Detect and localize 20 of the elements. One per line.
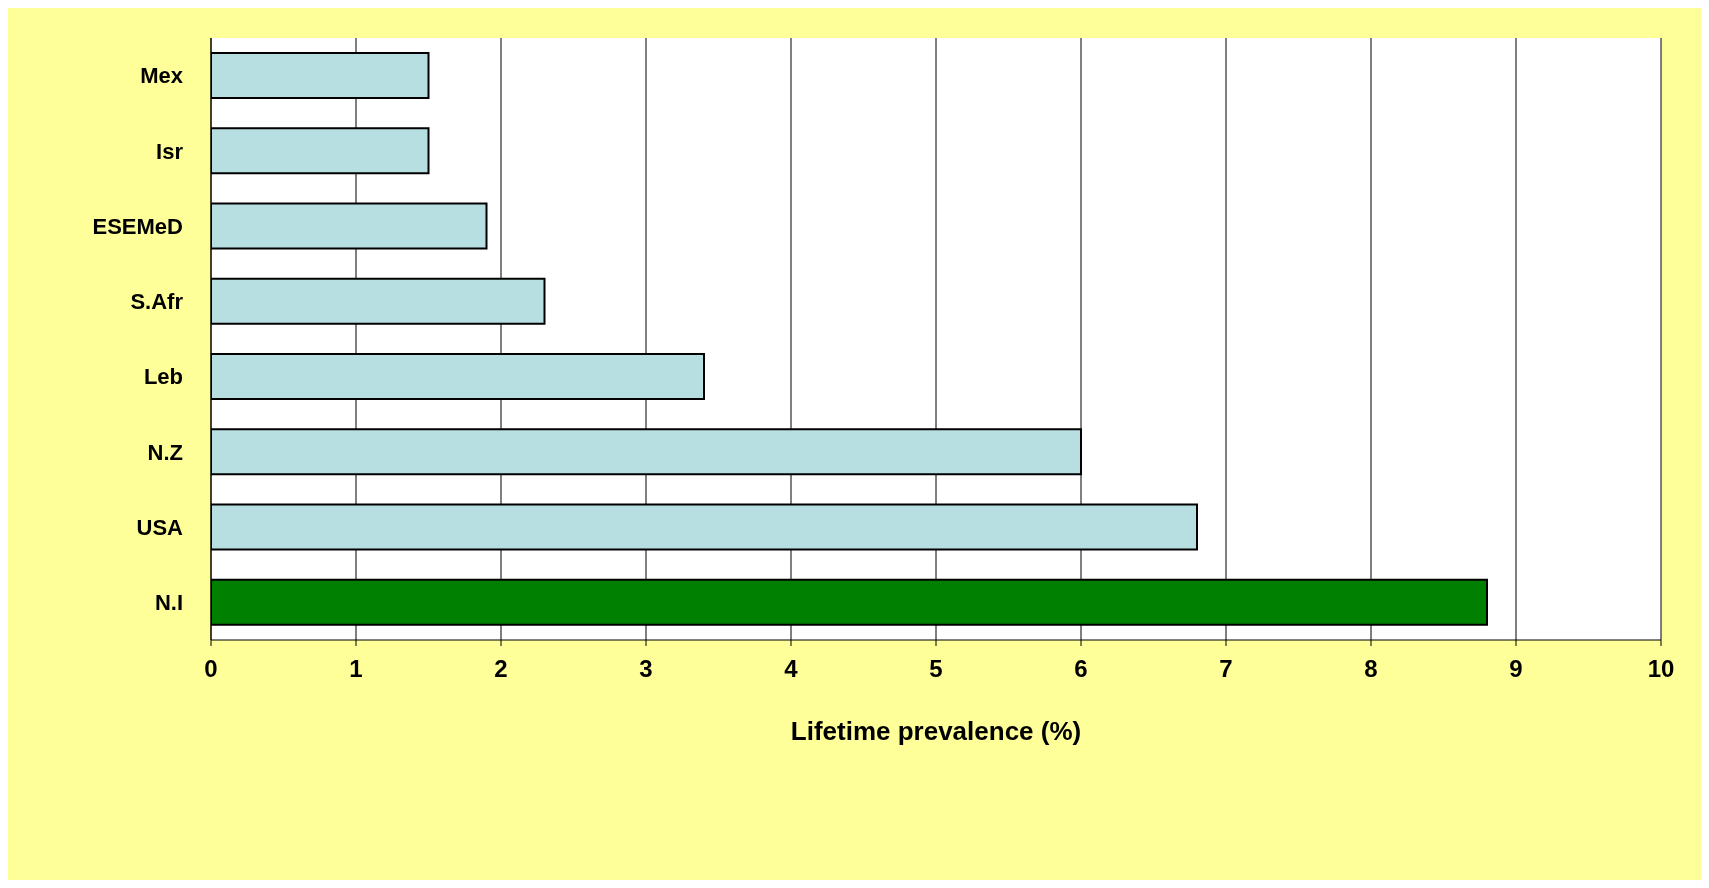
x-tick-label: 9	[1509, 655, 1523, 683]
y-tick-label: Isr	[156, 138, 184, 164]
x-tick-label: 7	[1219, 655, 1233, 683]
x-tick-label: 10	[1647, 655, 1675, 683]
x-tick-label: 0	[204, 655, 218, 683]
x-tick-label: 5	[929, 655, 943, 683]
x-tick-label: 2	[494, 655, 508, 683]
y-tick-label: Leb	[143, 364, 183, 390]
x-axis-title: Lifetime prevalence (%)	[790, 716, 1082, 746]
x-tick-label: 3	[639, 655, 653, 683]
y-tick-label: ESEMeD	[92, 213, 183, 239]
y-tick-label: USA	[136, 514, 184, 540]
x-tick-label: 6	[1074, 655, 1088, 683]
y-tick-label: Mex	[140, 63, 184, 89]
x-tick-label: 8	[1364, 655, 1378, 683]
x-tick-label: 1	[349, 655, 363, 683]
y-tick-label: S.Afr	[130, 289, 184, 315]
x-tick-label: 4	[784, 655, 799, 683]
y-tick-label: N.Z	[147, 439, 183, 465]
y-tick-label: N.I	[154, 590, 183, 616]
